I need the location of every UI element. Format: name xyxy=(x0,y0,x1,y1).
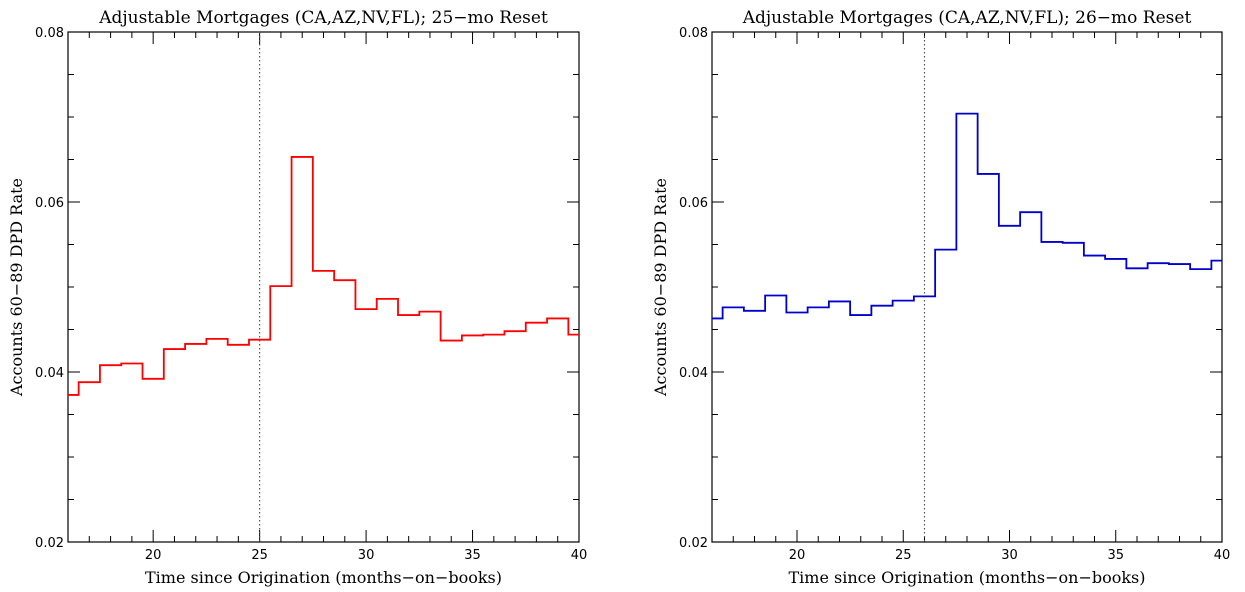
y-tick-label: 0.08 xyxy=(679,26,708,41)
x-tick-label: 25 xyxy=(251,548,268,563)
x-tick-label: 30 xyxy=(358,548,375,563)
y-tick-label: 0.08 xyxy=(35,26,64,41)
chart-title: Adjustable Mortgages (CA,AZ,NV,FL); 26−m… xyxy=(742,8,1192,28)
y-tick-label: 0.06 xyxy=(679,196,708,211)
y-tick-label: 0.02 xyxy=(679,536,708,551)
x-tick-label: 20 xyxy=(145,548,162,563)
y-axis-label: Accounts 60−89 DPD Rate xyxy=(651,178,670,397)
y-tick-label: 0.06 xyxy=(35,196,64,211)
x-tick-label: 40 xyxy=(1214,548,1231,563)
x-axis-label: Time since Origination (months−on−books) xyxy=(788,568,1145,587)
y-tick-label: 0.04 xyxy=(35,366,64,381)
chart-2: 20 25 30 35 40 0.02 0.04 0.06 0.08 Adjustable Mor… xyxy=(651,8,1230,587)
x-tick-label: 25 xyxy=(895,548,912,563)
x-tick-label: 35 xyxy=(1107,548,1124,563)
x-axis-label: Time since Origination (months−on−books) xyxy=(145,568,502,587)
series-line-1 xyxy=(712,112,1222,320)
chart-1: 20 25 30 35 40 0.02 0.04 0.06 0.08 Adjustable Mor… xyxy=(7,8,587,587)
y-tick-label: 0.02 xyxy=(35,536,64,551)
x-tick-label: 30 xyxy=(1001,548,1018,563)
x-tick-label: 40 xyxy=(571,548,588,563)
plot-frame xyxy=(711,31,1223,543)
x-tick-label: 20 xyxy=(789,548,806,563)
plot-frame xyxy=(67,31,580,543)
y-tick-label: 0.04 xyxy=(679,366,708,381)
x-tick-label: 35 xyxy=(464,548,481,563)
series-line-1 xyxy=(68,156,579,396)
y-axis-label: Accounts 60−89 DPD Rate xyxy=(7,178,26,397)
chart-title: Adjustable Mortgages (CA,AZ,NV,FL); 25−m… xyxy=(98,8,548,28)
